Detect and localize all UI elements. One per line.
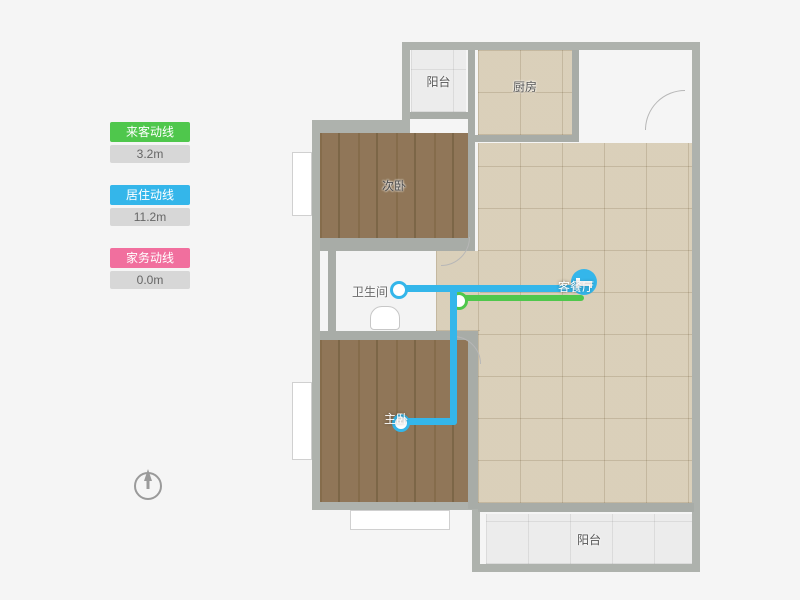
legend-chore-label: 家务动线: [110, 248, 190, 268]
wall: [472, 502, 480, 572]
route-guest: [454, 295, 584, 301]
legend-item-chore: 家务动线 0.0m: [110, 248, 190, 289]
legend-living-value: 11.2m: [110, 208, 190, 226]
rail: [292, 152, 312, 216]
legend-guest-value: 3.2m: [110, 145, 190, 163]
wall: [312, 502, 480, 510]
route-living-start: [390, 281, 408, 299]
wall: [468, 331, 478, 509]
legend-item-living: 居住动线 11.2m: [110, 185, 190, 226]
room-living-main: [478, 143, 692, 503]
room-balcony-bottom: 阳台: [486, 514, 692, 564]
wall: [312, 120, 410, 133]
room-label-balcony-bottom: 阳台: [577, 531, 601, 548]
wall: [468, 50, 475, 250]
wall: [572, 50, 579, 138]
room-label-bedroom2: 次卧: [382, 177, 406, 194]
wall: [402, 42, 700, 50]
route-living-seg: [396, 285, 584, 292]
rail: [292, 382, 312, 460]
route-living-seg: [450, 285, 457, 425]
room-bedroom2: 次卧: [320, 133, 468, 238]
wall: [320, 238, 475, 251]
legend-item-guest: 来客动线 3.2m: [110, 122, 190, 163]
route-end-badge: [571, 269, 597, 295]
room-label-kitchen: 厨房: [513, 78, 537, 95]
room-kitchen: 厨房: [478, 50, 572, 135]
rail: [350, 510, 450, 530]
wall: [402, 42, 410, 120]
wall: [328, 251, 336, 333]
route-living-end: [392, 414, 410, 432]
room-label-bathroom: 卫生间: [352, 283, 388, 300]
legend-chore-value: 0.0m: [110, 271, 190, 289]
wall: [312, 120, 320, 510]
legend-living-label: 居住动线: [110, 185, 190, 205]
room-balcony-top: 阳台: [411, 50, 466, 112]
wall: [472, 564, 700, 572]
compass-icon: [128, 466, 168, 506]
floor-plan: 阳台 厨房 次卧 卫生间 阳台: [290, 20, 700, 580]
wall: [478, 503, 694, 512]
wall: [475, 135, 579, 142]
toilet-icon: [370, 306, 400, 330]
wall: [410, 112, 472, 119]
canvas: 来客动线 3.2m 居住动线 11.2m 家务动线 0.0m: [0, 0, 800, 600]
bed-icon: [576, 276, 592, 288]
legend: 来客动线 3.2m 居住动线 11.2m 家务动线 0.0m: [110, 122, 190, 311]
room-label-balcony-top: 阳台: [426, 73, 450, 90]
legend-guest-label: 来客动线: [110, 122, 190, 142]
wall: [692, 42, 700, 572]
